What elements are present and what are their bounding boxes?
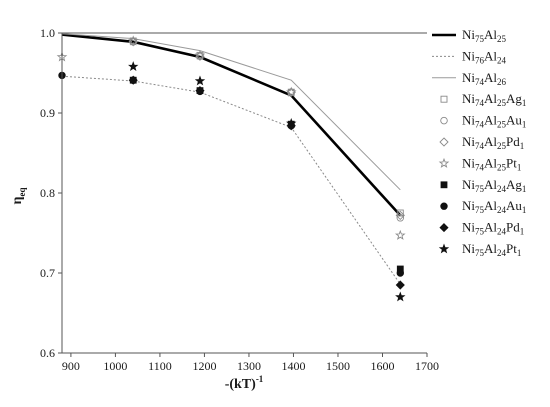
x-tick-label: 1000 <box>103 359 127 373</box>
legend-label: Ni75Al25 <box>462 27 507 44</box>
series-Ni74Al25Pt1 <box>56 35 406 240</box>
legend-swatch <box>439 223 449 233</box>
data-point <box>195 86 205 96</box>
data-point <box>394 229 406 240</box>
x-tick-label: 1300 <box>237 359 261 373</box>
legend-label: Ni75Al24Au1 <box>462 198 526 215</box>
legend-swatch <box>440 95 448 103</box>
legend-label: Ni76Al24 <box>462 48 507 65</box>
x-axis-label: -(kT)-1 <box>225 374 264 392</box>
x-tick-label: 1100 <box>148 359 172 373</box>
data-point <box>127 35 139 46</box>
y-tick-label: 0.7 <box>40 266 55 280</box>
data-point <box>285 86 297 97</box>
legend-label: Ni74Al25Au1 <box>462 113 526 130</box>
legend-swatch <box>438 157 450 168</box>
y-axis-label: ηeq <box>10 188 27 205</box>
legend-label: Ni75Al24Pt1 <box>462 241 521 258</box>
series-Ni75Al25 <box>61 33 402 217</box>
data-point <box>128 61 139 72</box>
series-Ni76Al24 <box>61 75 401 285</box>
data-point <box>128 75 138 85</box>
legend-swatch <box>440 202 448 210</box>
series-Ni74Al26 <box>61 33 401 191</box>
legend-item: Ni74Al25Pt1 <box>438 155 521 172</box>
y-tick-label: 0.6 <box>40 346 55 360</box>
series-Ni74Al25Pd1 <box>128 37 405 221</box>
data-point <box>396 214 405 222</box>
legend-label: Ni74Al26 <box>462 70 507 87</box>
legend: Ni75Al25 Ni76Al24 Ni74Al26 Ni74Al25Ag1 Ni74A… <box>432 27 526 258</box>
series-layer <box>56 33 406 302</box>
x-tick-label: 1400 <box>281 359 305 373</box>
legend-label: Ni74Al25Ag1 <box>462 91 526 108</box>
y-tick-label: 1.0 <box>40 26 55 40</box>
x-tick-label: 900 <box>62 359 80 373</box>
x-tick-label: 1500 <box>326 359 350 373</box>
y-tick-label: 0.9 <box>40 106 55 120</box>
data-point <box>395 291 406 302</box>
data-point <box>129 38 137 46</box>
legend-label: Ni74Al25Pt1 <box>462 155 521 172</box>
series-line <box>61 33 401 191</box>
legend-item: Ni75Al25 <box>432 27 507 44</box>
data-point <box>194 75 206 86</box>
data-point <box>396 269 404 277</box>
legend-swatch <box>440 116 448 125</box>
data-point <box>196 52 204 60</box>
ticks-layer: 900 1000 1100 1200 1300 1400 1500 1600 1700 0.6 0.… <box>40 26 439 373</box>
x-tick-label: 1200 <box>192 359 216 373</box>
series-Ni75Al24Pd1 <box>128 75 405 290</box>
x-tick-label: 1700 <box>415 359 439 373</box>
data-point <box>395 280 405 290</box>
legend-item: Ni74Al25Ag1 <box>440 91 526 108</box>
series-line <box>61 75 401 285</box>
legend-item: Ni75Al24Pt1 <box>438 241 521 258</box>
axes-layer <box>61 32 427 354</box>
legend-swatch <box>439 137 449 147</box>
data-point <box>286 117 297 128</box>
series-Ni75Al24Au1 <box>58 71 404 277</box>
legend-item: Ni74Al25Au1 <box>440 113 526 130</box>
legend-label: Ni75Al24Pd1 <box>462 220 524 237</box>
legend-item: Ni75Al24Au1 <box>440 198 526 215</box>
legend-item: Ni75Al24Pd1 <box>439 220 524 237</box>
x-tick-label: 1600 <box>370 359 394 373</box>
legend-label: Ni75Al24Ag1 <box>462 177 526 194</box>
legend-item: Ni76Al24 <box>432 48 507 65</box>
legend-item: Ni74Al25Pd1 <box>439 134 524 151</box>
y-tick-label: 0.8 <box>40 186 55 200</box>
series-Ni74Al25Ag1 <box>129 37 404 217</box>
legend-label: Ni74Al25Pd1 <box>462 134 524 151</box>
data-point <box>396 209 404 217</box>
legend-swatch <box>440 181 448 189</box>
legend-item: Ni75Al24Ag1 <box>440 177 526 194</box>
data-point <box>395 210 405 221</box>
series-Ni75Al24Pt1 <box>128 61 406 302</box>
data-point <box>194 49 206 60</box>
legend-swatch <box>438 243 450 254</box>
legend-item: Ni74Al26 <box>432 70 507 87</box>
series-line <box>61 33 402 217</box>
series-Ni74Al25Au1 <box>129 38 405 222</box>
